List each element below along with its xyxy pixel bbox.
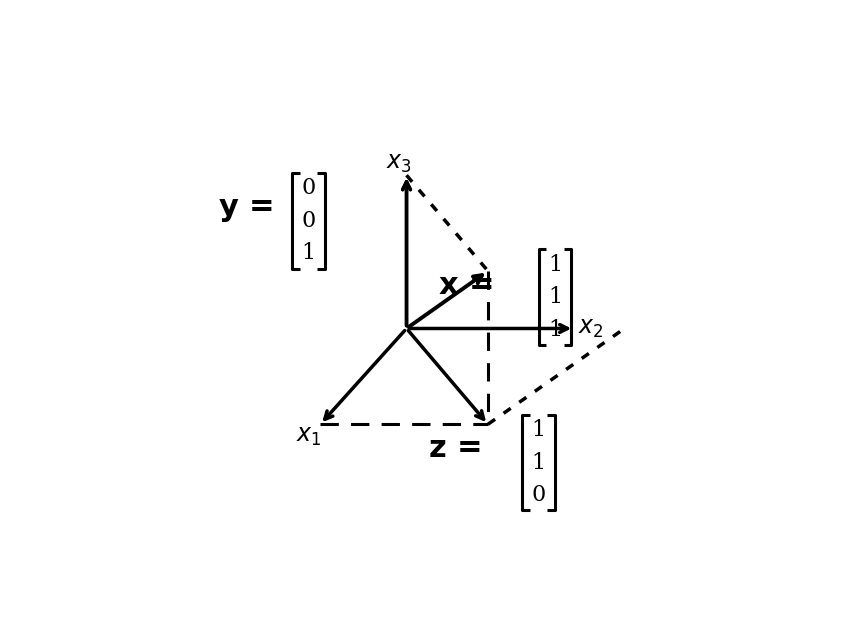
FancyArrowPatch shape <box>403 182 411 326</box>
Text: 0: 0 <box>301 177 315 199</box>
Text: $\mathbf{z}$ =: $\mathbf{z}$ = <box>428 433 481 464</box>
Text: 1: 1 <box>531 452 545 473</box>
Text: 1: 1 <box>548 286 562 309</box>
Text: $x_3$: $x_3$ <box>386 152 412 175</box>
Text: $x_1$: $x_1$ <box>296 425 321 448</box>
FancyArrowPatch shape <box>408 331 483 419</box>
FancyArrowPatch shape <box>409 275 482 327</box>
FancyArrowPatch shape <box>325 330 404 419</box>
Text: 1: 1 <box>301 243 315 264</box>
Text: $\mathbf{y}$ =: $\mathbf{y}$ = <box>218 193 273 225</box>
Text: 0: 0 <box>531 484 545 506</box>
Text: $\mathbf{x}$ =: $\mathbf{x}$ = <box>438 270 493 301</box>
Text: 1: 1 <box>548 319 562 341</box>
FancyArrowPatch shape <box>403 182 411 326</box>
Text: 1: 1 <box>548 254 562 276</box>
Text: 1: 1 <box>531 419 545 441</box>
FancyArrowPatch shape <box>410 325 568 332</box>
Text: 0: 0 <box>301 210 315 232</box>
Text: $x_2$: $x_2$ <box>578 317 603 340</box>
